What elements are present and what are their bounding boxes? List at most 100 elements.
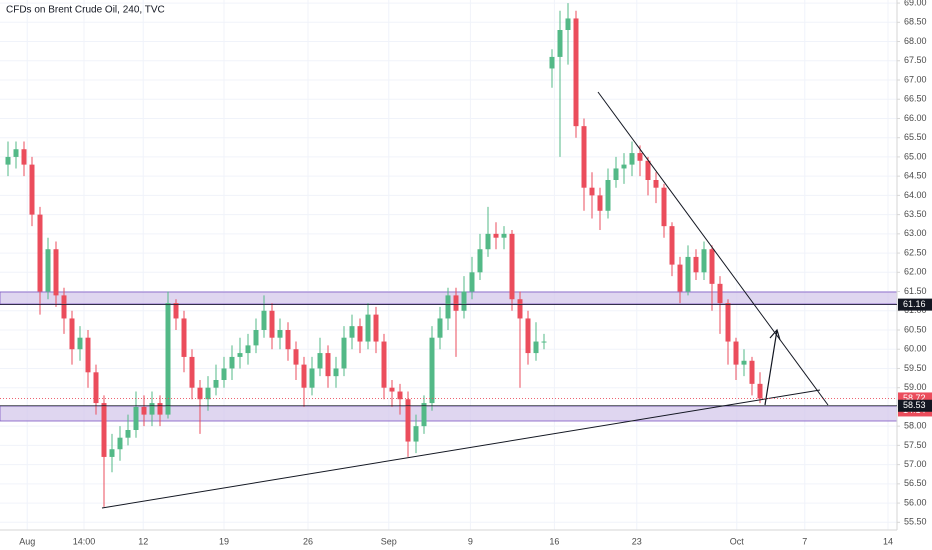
candle-body: [565, 18, 571, 30]
candle-body: [733, 341, 739, 365]
candle-body: [85, 337, 91, 373]
x-tick-label: Sep: [381, 536, 397, 546]
chart-title: CFDs on Brent Crude Oil, 240, TVC: [6, 5, 165, 16]
candle-body: [261, 310, 267, 330]
candle-body: [477, 249, 483, 273]
y-tick-label: 64.00: [904, 190, 927, 200]
candle-body: [13, 149, 19, 157]
candle-body: [93, 372, 99, 404]
candle-body: [429, 337, 435, 404]
candle-body: [365, 314, 371, 342]
candle-body: [61, 295, 67, 319]
candle-body: [237, 353, 243, 357]
x-tick-label: 12: [138, 536, 148, 546]
y-tick-label: 69.00: [904, 0, 927, 7]
y-tick-label: 68.50: [904, 17, 927, 27]
candle-body: [541, 341, 547, 343]
price-label: 58.53: [903, 400, 926, 410]
price-label-bg: [898, 399, 932, 412]
candle-body: [45, 249, 51, 292]
candle-body: [229, 356, 235, 369]
candle-body: [341, 337, 347, 369]
candle-body: [493, 233, 499, 238]
candle-body: [597, 195, 603, 211]
x-tick-label: 14: [883, 536, 893, 546]
x-tick-label: 19: [219, 536, 229, 546]
candle-body: [309, 368, 315, 388]
x-tick-label: 7: [802, 536, 807, 546]
candle-body: [469, 272, 475, 292]
candle-body: [509, 233, 515, 300]
candle-body: [413, 426, 419, 442]
candle-body: [693, 256, 699, 273]
candle-body: [725, 303, 731, 342]
candle-body: [685, 256, 691, 292]
candle-body: [205, 387, 211, 400]
candle-body: [749, 360, 755, 384]
candle-body: [653, 180, 659, 188]
candle-body: [357, 326, 363, 342]
y-tick-label: 62.50: [904, 247, 927, 257]
candle-body: [101, 403, 107, 457]
candle-body: [5, 156, 11, 165]
candle-body: [445, 295, 451, 319]
candle-body: [149, 403, 155, 415]
candle-body: [485, 233, 491, 250]
y-tick-label: 59.50: [904, 363, 927, 373]
candle-body: [389, 387, 395, 392]
candle-body: [133, 406, 139, 430]
y-tick-label: 66.50: [904, 94, 927, 104]
candle-body: [181, 318, 187, 357]
candle-body: [717, 283, 723, 304]
candle-body: [373, 314, 379, 342]
y-tick-label: 60.50: [904, 324, 927, 334]
candle-body: [173, 303, 179, 319]
candle-body: [709, 249, 715, 284]
candle-body: [533, 341, 539, 354]
candle-body: [501, 233, 507, 238]
candle-body: [245, 345, 251, 354]
candle-body: [317, 353, 323, 369]
candle-body: [21, 149, 27, 165]
candle-body: [573, 18, 579, 127]
y-tick-label: 65.50: [904, 132, 927, 142]
x-tick-label: 23: [632, 536, 642, 546]
price-label-bg: [898, 298, 932, 311]
candle-body: [421, 403, 427, 427]
candle-body: [629, 153, 635, 165]
candle-body: [397, 391, 403, 400]
y-tick-label: 63.00: [904, 228, 927, 238]
candle-body: [437, 318, 443, 338]
candle-body: [277, 330, 283, 338]
candle-body: [741, 360, 747, 365]
candle-body: [221, 368, 227, 380]
candle-body: [285, 330, 291, 350]
candle-body: [69, 318, 75, 350]
candles: [5, 3, 763, 507]
resistance-trendline: [597, 91, 829, 406]
y-tick-label: 68.00: [904, 36, 927, 46]
y-tick-label: 61.50: [904, 286, 927, 296]
candle-body: [333, 368, 339, 377]
y-tick-label: 59.00: [904, 382, 927, 392]
candle-body: [517, 299, 523, 319]
candle-body: [621, 164, 627, 169]
grid: [0, 0, 897, 530]
x-tick-label: Oct: [730, 536, 745, 546]
y-tick-label: 56.00: [904, 497, 927, 507]
candle-body: [37, 214, 43, 292]
y-tick-label: 67.50: [904, 55, 927, 65]
y-tick-label: 67.00: [904, 74, 927, 84]
candle-body: [613, 168, 619, 180]
y-tick-label: 65.00: [904, 151, 927, 161]
candle-body: [677, 264, 683, 292]
candle-body: [109, 449, 115, 457]
candle-body: [269, 310, 275, 338]
candle-body: [117, 437, 123, 450]
candle-body: [197, 387, 203, 400]
x-tick-label: 26: [303, 536, 313, 546]
candle-body: [661, 187, 667, 227]
candle-body: [157, 403, 163, 415]
y-tick-label: 66.00: [904, 113, 927, 123]
